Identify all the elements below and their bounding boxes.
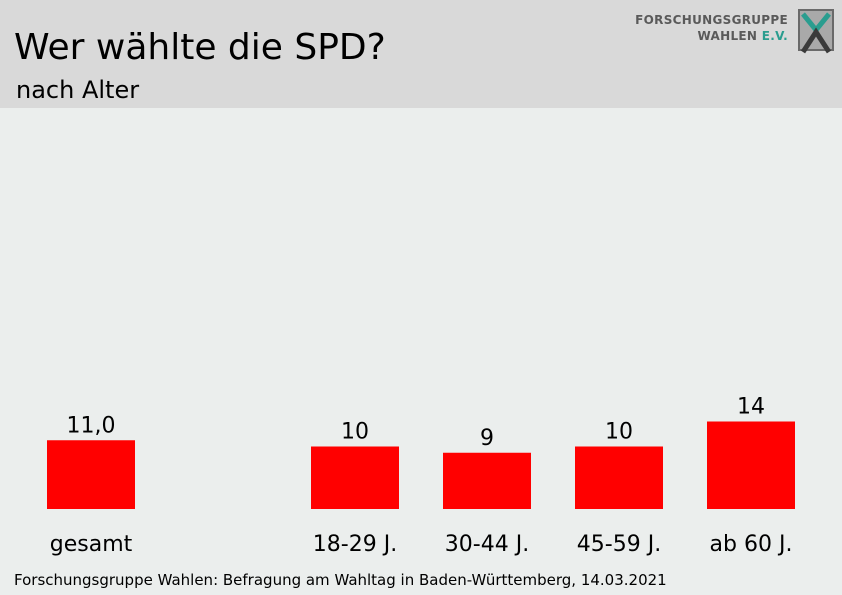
chart-title: Wer wählte die SPD? <box>14 27 386 68</box>
forschungsgruppe-wahlen-logo: FORSCHUNGSGRUPPE WAHLEN E.V. <box>620 8 835 58</box>
header-band: Wer wählte die SPD? nach Alter FORSCHUNG… <box>0 0 842 108</box>
bar-45-59-j- <box>575 446 663 509</box>
source-footnote: Forschungsgruppe Wahlen: Befragung am Wa… <box>14 571 667 589</box>
category-label: 18-29 J. <box>313 532 397 557</box>
category-label: 45-59 J. <box>577 532 661 557</box>
data-label: 9 <box>480 426 494 451</box>
logo-text-line1: FORSCHUNGSGRUPPE <box>635 13 788 27</box>
ballot-x-icon <box>798 9 834 54</box>
data-label: 11,0 <box>67 413 116 438</box>
data-label: 10 <box>605 420 633 445</box>
category-label: 30-44 J. <box>445 532 529 557</box>
category-label: gesamt <box>50 532 133 557</box>
bar-chart: 11,0 gesamt 10 18-29 J. 9 30-44 J. 10 45-59 J. 1… <box>47 395 795 557</box>
data-label: 10 <box>341 420 369 445</box>
bar-gesamt <box>47 440 135 509</box>
data-label: 14 <box>737 395 765 420</box>
bar-18-29-j- <box>311 446 399 509</box>
logo-text-ev: E.V. <box>761 29 788 43</box>
bar-30-44-j- <box>443 452 531 509</box>
category-label: ab 60 J. <box>710 532 793 557</box>
logo-text-wahlen: WAHLEN <box>697 29 758 43</box>
logo-text-line2: WAHLEN E.V. <box>698 29 788 43</box>
chart-subtitle: nach Alter <box>16 76 140 104</box>
bar-ab-60-j- <box>707 421 795 509</box>
